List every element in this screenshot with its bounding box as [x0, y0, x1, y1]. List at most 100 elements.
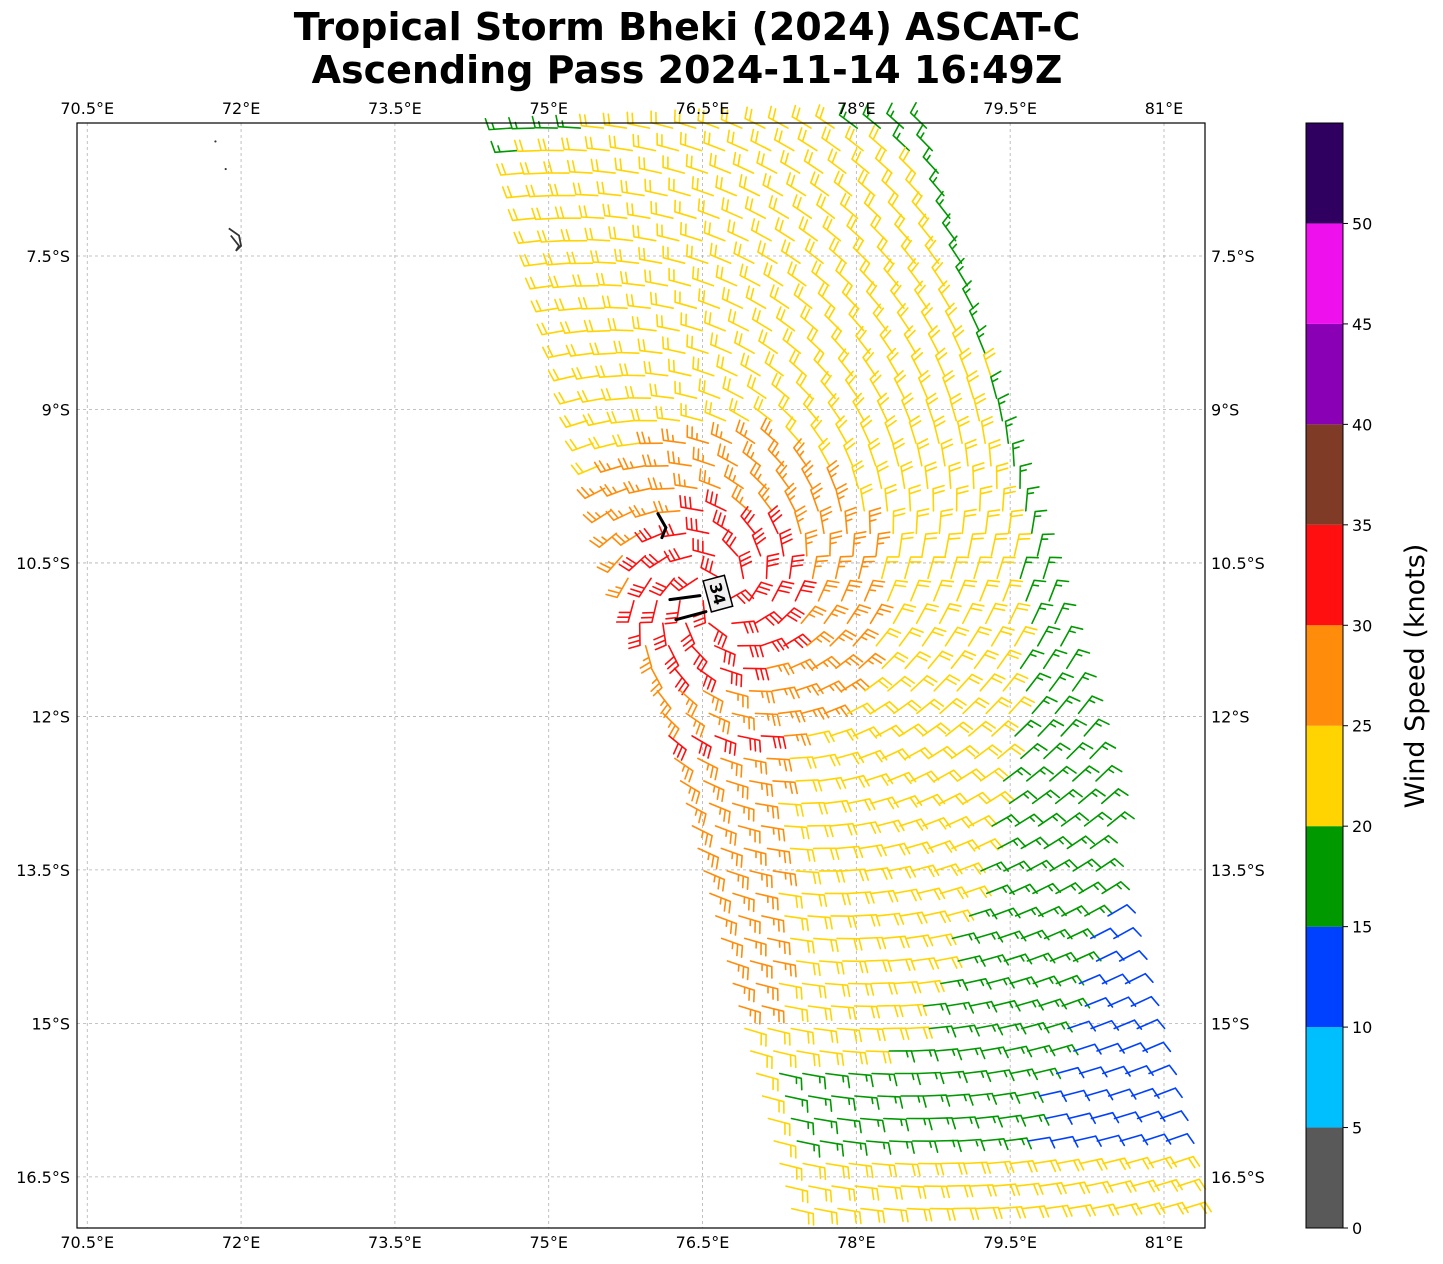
wind-barb	[852, 531, 867, 557]
wind-barb	[962, 280, 974, 309]
wind-barb	[685, 153, 709, 174]
wind-barb	[679, 780, 701, 805]
wind-barb	[536, 230, 565, 243]
center-fix-lines	[656, 512, 708, 622]
wind-barb	[789, 847, 816, 862]
wind-barb	[649, 383, 675, 399]
lon-tick-label-bottom: 76.5°E	[676, 1233, 730, 1252]
wind-barb	[908, 484, 922, 512]
wind-barb	[762, 173, 784, 197]
wind-barb	[864, 773, 894, 786]
wind-barb	[589, 342, 617, 356]
wind-barb	[836, 1027, 863, 1043]
wind-barb	[715, 915, 738, 936]
wind-barb	[561, 137, 587, 152]
wind-barb	[737, 825, 761, 844]
wind-barb	[905, 934, 934, 948]
lat-tick-label-right: 15°S	[1211, 1014, 1250, 1033]
wind-barb	[584, 227, 611, 242]
wind-barb	[628, 505, 658, 518]
wind-barb	[639, 645, 653, 674]
wind-barb	[751, 307, 773, 332]
wind-barb	[595, 365, 623, 378]
wind-barb	[632, 224, 657, 242]
wind-barb	[649, 577, 675, 597]
wind-barb	[852, 392, 865, 422]
wind-barb	[829, 530, 843, 557]
wind-barb	[1009, 1068, 1038, 1081]
colorbar-ticks: 0 5 10 15 20 25 30 35 40 45 50	[1343, 214, 1372, 1238]
wind-barb	[899, 911, 928, 925]
wind-barb	[1148, 1064, 1178, 1076]
wind-barb	[931, 258, 945, 287]
wind-barb	[490, 140, 518, 154]
wind-barb	[1165, 1133, 1195, 1144]
wind-barb	[939, 792, 969, 806]
wind-barb	[1031, 695, 1058, 715]
wind-barb	[697, 198, 720, 219]
wind-barb	[732, 892, 755, 913]
wind-barb	[582, 413, 611, 427]
map-background	[77, 123, 1205, 1228]
wind-barb	[773, 1050, 797, 1069]
colorbar-tick-label: 40	[1352, 415, 1372, 434]
wind-barb	[847, 982, 875, 996]
wind-barb	[892, 603, 917, 625]
wind-barb	[680, 402, 704, 422]
wind-barb	[940, 438, 954, 467]
colorbar-tick-label: 20	[1352, 817, 1372, 836]
wind-barb	[680, 221, 703, 242]
wind-barb	[858, 555, 877, 580]
wind-barb	[818, 437, 831, 467]
wind-barb	[806, 327, 825, 354]
wind-barb	[973, 649, 999, 670]
wind-barb	[961, 508, 977, 535]
lon-tick-label-bottom: 75°E	[529, 1233, 567, 1252]
wind-barb	[655, 405, 681, 422]
colorbar-band	[1306, 826, 1343, 927]
wind-barb	[577, 297, 605, 310]
wind-barb	[758, 483, 773, 512]
wind-barb	[904, 651, 931, 670]
wind-barb	[928, 933, 957, 947]
wind-barb	[692, 537, 716, 557]
wind-barb	[886, 102, 905, 129]
wind-barb	[744, 196, 766, 219]
wind-barb	[835, 259, 853, 287]
wind-barb	[742, 667, 770, 681]
wind-barb	[864, 867, 893, 880]
wind-barb	[819, 1140, 845, 1157]
wind-barb	[772, 780, 798, 795]
wind-barb	[867, 437, 881, 467]
wind-barb	[884, 484, 897, 512]
wind-barb	[780, 150, 801, 174]
colorbar-band	[1306, 926, 1343, 1028]
wind-barb	[679, 495, 704, 512]
wind-barb	[892, 437, 905, 467]
wind-barb	[818, 680, 847, 693]
wind-barb	[898, 723, 928, 737]
wind-barb	[854, 1185, 880, 1201]
wind-barb	[865, 1140, 892, 1155]
wind-barb	[929, 1207, 956, 1221]
wind-barb	[596, 181, 622, 197]
wind-barb	[630, 408, 658, 422]
wind-barb	[653, 622, 667, 651]
wind-barb	[985, 602, 1008, 625]
wind-barb	[631, 316, 657, 332]
wind-barb	[846, 702, 876, 715]
wind-barb	[513, 139, 541, 153]
wind-barb	[938, 508, 954, 535]
wind-barb	[618, 555, 647, 572]
wind-barb	[702, 690, 724, 714]
wind-barb	[915, 508, 930, 535]
colorbar-band	[1306, 123, 1343, 224]
wind-barb	[813, 1117, 839, 1135]
wind-barb	[864, 677, 893, 692]
wind-barb	[1020, 929, 1050, 941]
wind-barb	[1106, 811, 1135, 827]
island-dot	[214, 140, 217, 143]
wind-barb	[691, 735, 712, 759]
wind-barb	[548, 275, 576, 289]
wind-barb	[851, 147, 870, 174]
